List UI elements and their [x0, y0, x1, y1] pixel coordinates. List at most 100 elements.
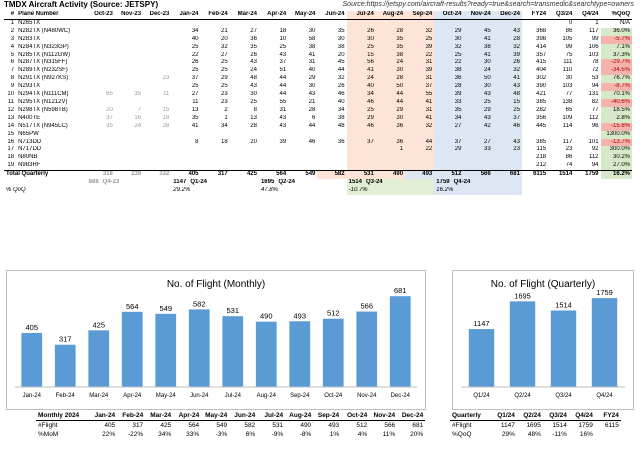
- table-cell: [288, 146, 317, 154]
- table-cell: 35: [250, 43, 257, 50]
- table-cell: 11: [7, 98, 15, 105]
- table-row: 14 N517TX (N945LC) 35 24 28 41 34 28 43 44 48 46 36 3…: [4, 122, 632, 131]
- qoq-cell: -8.7%: [600, 83, 632, 92]
- summary-cell: Sep-24: [313, 411, 342, 421]
- table-cell: 30: [346, 35, 376, 44]
- table-cell: [434, 154, 464, 163]
- summary-label: #Flight: [38, 422, 58, 429]
- data-label: 1759: [596, 288, 613, 297]
- qoq-value: 16.2%: [434, 186, 522, 195]
- column-header: Oct-24: [434, 11, 464, 20]
- table-cell: 51: [279, 67, 287, 74]
- table-cell: 8: [253, 106, 257, 113]
- table-cell: 32: [492, 67, 522, 76]
- table-cell: N293TX: [18, 83, 41, 90]
- table-cell: 103: [588, 51, 599, 58]
- table-cell: N713DD: [18, 138, 42, 145]
- table-cell: 15: [346, 51, 376, 60]
- data-label: 317: [59, 335, 72, 344]
- summary-cell: 1147: [500, 422, 515, 429]
- table-cell: [317, 162, 346, 170]
- table-cell: 46: [308, 138, 316, 145]
- table-cell: [115, 75, 143, 83]
- bar-Q4/24: [591, 298, 618, 387]
- table-cell: 25: [492, 106, 522, 115]
- table-cell: 25: [221, 83, 228, 90]
- table-cell: 19: [7, 162, 15, 169]
- table-cell: 25: [405, 35, 435, 44]
- x-tick-label: Q4/24: [596, 393, 613, 399]
- summary-cell: Dec-24: [397, 411, 426, 421]
- table-cell: 7: [137, 106, 142, 113]
- table-cell: 110: [562, 67, 573, 74]
- quarterly-summary-table: Quarterly Q1/24 Q2/24 Q3/24 Q4/24 FY24 #Flight…: [450, 411, 621, 439]
- total-q3: 1514: [548, 170, 575, 180]
- column-header: Feb-24: [200, 11, 230, 20]
- table-cell: 38: [337, 43, 345, 50]
- table-cell: 44: [308, 122, 316, 129]
- table-cell: 41: [492, 75, 522, 84]
- source-link[interactable]: Source:https://jetspy.com/aircraft-resul…: [342, 1, 634, 8]
- table-cell: [87, 99, 115, 107]
- table-cell: 30: [375, 114, 406, 123]
- table-cell: 43: [492, 138, 522, 147]
- table-cell: [143, 162, 171, 170]
- table-cell: 40: [191, 35, 199, 42]
- total-month: 493: [405, 170, 435, 180]
- table-cell: 55: [405, 91, 435, 99]
- quarter-total-value: 1147: [173, 179, 187, 186]
- table-cell: 29: [463, 106, 493, 115]
- table-cell: 356: [536, 114, 547, 121]
- summary-cell: -11%: [552, 431, 567, 438]
- table-cell: [115, 36, 143, 44]
- table-cell: 27: [191, 91, 199, 98]
- table-cell: [201, 146, 230, 154]
- table-cell: [143, 99, 171, 107]
- data-label: 1514: [555, 301, 572, 310]
- table-cell: 35: [434, 106, 464, 115]
- table-cell: [201, 19, 230, 27]
- data-label: 681: [394, 286, 407, 295]
- table-cell: [87, 36, 115, 44]
- summary-cell: 531: [272, 422, 284, 429]
- qoq-cell: 1300.0%: [600, 130, 632, 139]
- table-cell: 48: [250, 75, 257, 82]
- table-header-row: # Plane Number Oct-23 Nov-23 Dec-23 Jan-24 Feb…: [4, 11, 632, 20]
- qoq-label: % QoQ: [6, 186, 26, 193]
- table-cell: [259, 154, 288, 162]
- table-cell: 86: [565, 27, 573, 34]
- table-cell: 30: [434, 35, 464, 44]
- table-cell: 23: [221, 91, 228, 98]
- table-cell: 99: [591, 35, 599, 42]
- table-cell: 20: [337, 51, 345, 58]
- table-cell: [87, 59, 115, 67]
- table-cell: 13: [7, 114, 15, 121]
- summary-label: %QoQ: [452, 431, 472, 438]
- table-cell: 1: [224, 114, 228, 121]
- table-cell: N294TX (N111CM): [18, 91, 69, 98]
- table-cell: 39: [279, 138, 287, 145]
- x-tick-label: Jun-24: [190, 393, 209, 399]
- table-cell: 82: [591, 98, 599, 105]
- table-cell: 25: [279, 43, 287, 50]
- summary-cell: 20%: [410, 431, 424, 438]
- quarter-total-value: 1514: [348, 179, 362, 186]
- table-cell: [171, 131, 200, 139]
- table-cell: 86: [565, 154, 573, 161]
- table-cell: 34: [191, 27, 199, 34]
- table-cell: 31: [405, 59, 435, 68]
- summary-cell: 549: [216, 422, 228, 429]
- table-cell: 35: [375, 35, 406, 44]
- table-cell: 28: [375, 27, 406, 36]
- total-row: Total Quarterly 318 238 332 405 317 425 564 549 5…: [4, 170, 632, 180]
- table-cell: 218: [536, 154, 547, 161]
- table-cell: [463, 19, 493, 28]
- table-cell: 106: [588, 43, 599, 50]
- table-cell: 28: [492, 35, 522, 44]
- table-cell: 53: [591, 75, 599, 82]
- table-cell: 36: [375, 138, 406, 147]
- summary-cell: 34%: [158, 431, 172, 438]
- qoq-cell: 300.0%: [600, 146, 632, 155]
- table-cell: 45: [337, 59, 345, 66]
- table-cell: [463, 154, 493, 163]
